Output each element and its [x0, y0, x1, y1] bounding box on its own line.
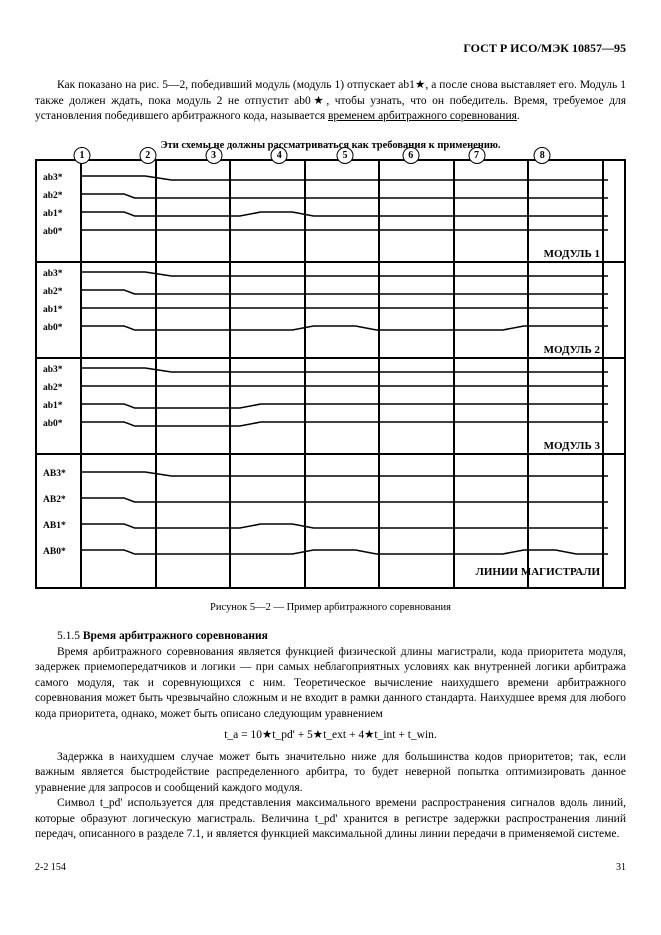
signal-wave — [82, 365, 608, 377]
signal-label: AB0* — [43, 546, 66, 559]
signal-label: ab3* — [43, 364, 63, 377]
intro-paragraph: Как показано на рис. 5—2, победивший мод… — [35, 78, 626, 125]
signal-label: AB3* — [43, 468, 66, 481]
signal-label: ab3* — [43, 268, 63, 281]
group-separator — [37, 261, 624, 263]
signal-wave — [82, 269, 608, 281]
signal-label: AB1* — [43, 520, 66, 533]
timeline-marker: 4 — [271, 147, 288, 164]
timeline-marker: 2 — [139, 147, 156, 164]
signal-label: ab2* — [43, 382, 63, 395]
page-number: 31 — [616, 861, 626, 875]
paragraph-2: Задержка в наихудшем случае может быть з… — [35, 750, 626, 797]
signal-wave — [82, 287, 608, 299]
signal-label: ab3* — [43, 172, 63, 185]
signal-wave — [82, 521, 608, 533]
paragraph-3: Символ t_pd' используется для представле… — [35, 796, 626, 843]
footer-row: 2-2 154 31 — [35, 861, 626, 875]
timeline-marker: 3 — [205, 147, 222, 164]
signal-wave — [82, 495, 608, 507]
module-title: МОДУЛЬ 3 — [544, 439, 600, 454]
timeline-marker: 7 — [468, 147, 485, 164]
signal-label: ab0* — [43, 418, 63, 431]
signal-wave — [82, 227, 608, 239]
signal-label: ab0* — [43, 226, 63, 239]
sec-title-text: Время арбитражного соревнования — [83, 630, 268, 642]
signal-label: ab2* — [43, 190, 63, 203]
signal-wave — [82, 191, 608, 203]
signal-label: ab0* — [43, 322, 63, 335]
timeline-marker: 6 — [402, 147, 419, 164]
caption-figure: Рисунок 5—2 — Пример арбитражного соревн… — [35, 601, 626, 615]
signal-label: ab1* — [43, 208, 63, 221]
signal-wave — [82, 173, 608, 185]
group-separator — [37, 357, 624, 359]
signal-wave — [82, 401, 608, 413]
signal-wave — [82, 209, 608, 221]
signal-label: ab1* — [43, 304, 63, 317]
section-515-body: Время арбитражного соревнования является… — [35, 645, 626, 723]
timeline-marker: 8 — [534, 147, 551, 164]
group-separator — [37, 453, 624, 455]
signal-label: ab1* — [43, 400, 63, 413]
signal-wave — [82, 419, 608, 431]
signal-wave — [82, 323, 608, 335]
section-515-title: 5.1.5 Время арбитражного соревнования — [35, 629, 626, 645]
module-title: МОДУЛЬ 1 — [544, 247, 600, 262]
timing-diagram: 12345678МОДУЛЬ 1ab3*ab2*ab1*ab0*МОДУЛЬ 2… — [35, 159, 626, 589]
timeline-marker: 5 — [337, 147, 354, 164]
signal-wave — [82, 469, 608, 481]
module-title: МОДУЛЬ 2 — [544, 343, 600, 358]
signal-label: ab2* — [43, 286, 63, 299]
signal-wave — [82, 383, 608, 395]
module-title: ЛИНИИ МАГИСТРАЛИ — [476, 565, 600, 580]
timeline-marker: 1 — [74, 147, 91, 164]
sec-num: 5.1.5 — [57, 630, 80, 642]
signal-wave — [82, 547, 608, 559]
header-code: ГОСТ Р ИСО/МЭК 10857—95 — [35, 40, 626, 56]
intro-underline: временем арбитражного соревнования — [328, 110, 517, 122]
signal-wave — [82, 305, 608, 317]
footer-left: 2-2 154 — [35, 861, 66, 875]
equation: t_a = 10★t_pd' + 5★t_ext + 4★t_int + t_w… — [35, 728, 626, 744]
signal-label: AB2* — [43, 494, 66, 507]
